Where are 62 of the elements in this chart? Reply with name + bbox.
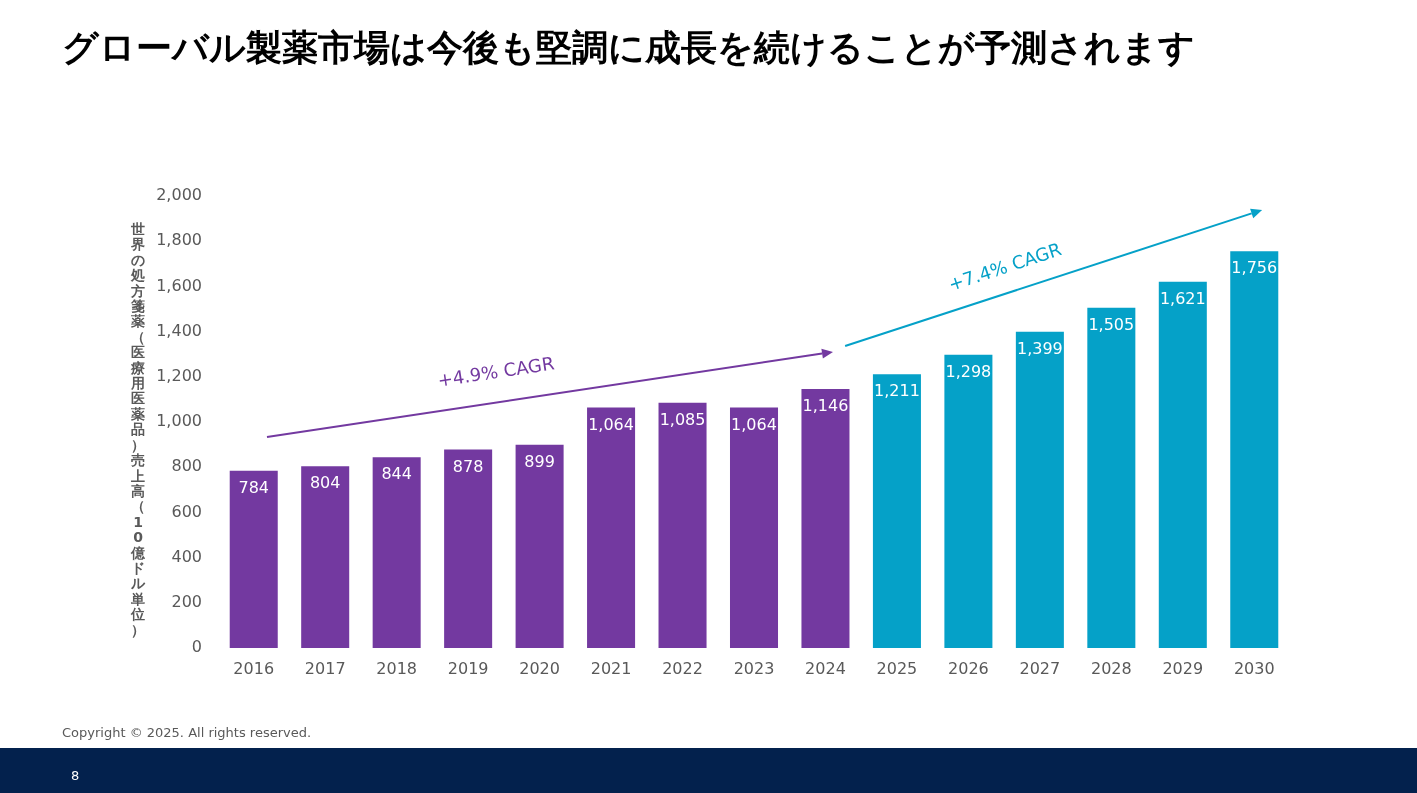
- y-tick-label: 1,800: [156, 230, 202, 250]
- y-tick-label: 1,400: [156, 320, 202, 340]
- bar: [301, 466, 350, 648]
- x-tick-label: 2027: [1019, 658, 1061, 678]
- bar: [658, 402, 707, 648]
- x-tick-label: 2022: [662, 658, 703, 678]
- data-label: 1,399: [1016, 338, 1063, 358]
- x-tick-label: 2023: [733, 658, 775, 678]
- y-tick-label: 400: [171, 546, 202, 566]
- bar: [229, 470, 278, 648]
- bar: [729, 407, 779, 648]
- bar: [515, 444, 564, 648]
- y-tick-label: 1,200: [156, 365, 202, 385]
- x-tick-label: 2028: [1090, 658, 1132, 678]
- y-tick-label: 1,000: [156, 411, 202, 431]
- data-label: 804: [309, 473, 341, 493]
- x-tick-label: 2024: [805, 658, 846, 678]
- data-label: 1,211: [874, 381, 920, 401]
- data-label: 1,756: [1231, 258, 1278, 278]
- data-label: 1,298: [945, 361, 992, 381]
- bar: [1230, 251, 1279, 648]
- annotation: +4.9% CAGR: [436, 352, 557, 392]
- x-tick-label: 2029: [1162, 658, 1204, 678]
- bar: [587, 407, 636, 648]
- bar: [444, 449, 493, 648]
- y-tick-label: 0: [191, 637, 202, 657]
- x-tick-label: 2030: [1233, 658, 1275, 678]
- bar: [1087, 307, 1136, 648]
- data-label: 844: [381, 464, 412, 484]
- bar: [801, 389, 850, 648]
- y-tick-label: 800: [171, 456, 202, 476]
- x-tick-label: 2026: [948, 658, 989, 678]
- text: 8: [71, 768, 80, 784]
- data-label: 1,064: [731, 414, 777, 434]
- chart-title: グローバル製薬市場は今後も堅調に成長を続けることが予測されます: [62, 26, 1195, 70]
- data-label: 1,146: [802, 396, 849, 416]
- text: 世界の処方箋薬（医療用医薬品）売上高（10億ドル単位）: [131, 221, 145, 638]
- x-tick-label: 2018: [376, 658, 418, 678]
- x-tick-label: 2020: [519, 658, 560, 678]
- bar: [1158, 281, 1207, 648]
- data-label: 784: [238, 477, 270, 497]
- bar: [872, 374, 921, 648]
- x-tick-label: 2019: [447, 658, 489, 678]
- y-tick-label: 1,600: [156, 275, 202, 295]
- y-tick-label: 600: [171, 501, 202, 521]
- data-label: 899: [524, 451, 555, 471]
- data-label: 1,621: [1159, 288, 1206, 308]
- data-label: 1,505: [1088, 315, 1135, 335]
- bar: [372, 457, 421, 648]
- data-label: 1,064: [588, 414, 634, 434]
- x-tick-label: 2016: [233, 658, 275, 678]
- text: Copyright © 2025. All rights reserved.: [62, 725, 312, 741]
- annotation: +7.4% CAGR: [945, 237, 1065, 296]
- y-tick-label: 200: [171, 591, 202, 611]
- bar: [1015, 331, 1064, 648]
- y-tick-label: 2,000: [156, 185, 202, 205]
- x-tick-label: 2025: [876, 658, 918, 678]
- data-label: 1,085: [659, 409, 706, 429]
- x-tick-label: 2017: [304, 658, 346, 678]
- x-tick-label: 2021: [590, 658, 632, 678]
- bar: [944, 354, 993, 648]
- data-label: 878: [452, 456, 484, 476]
